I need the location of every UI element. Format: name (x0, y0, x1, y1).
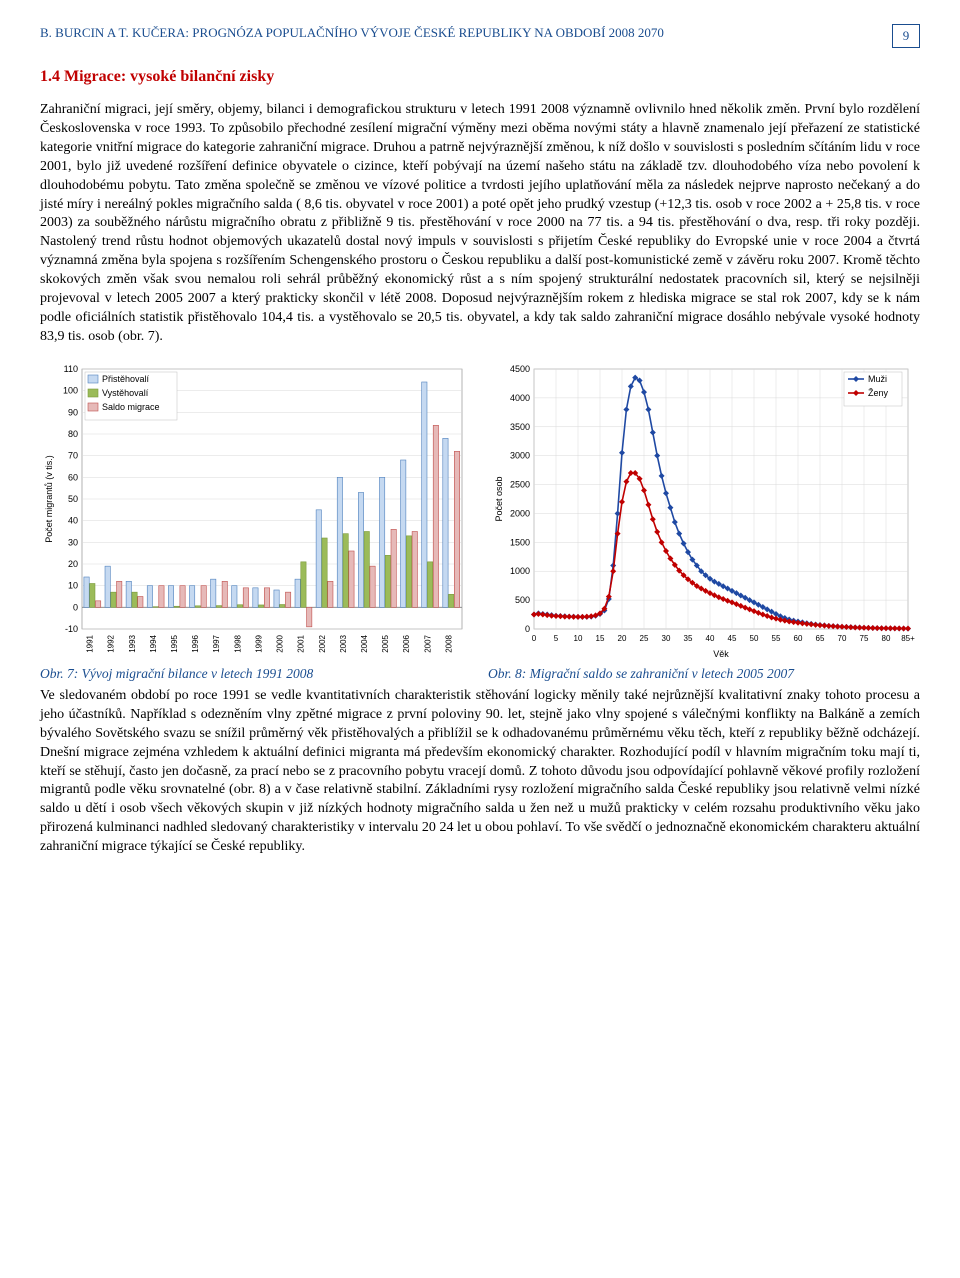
svg-text:1500: 1500 (510, 537, 530, 547)
chart7-panel: -10 0 10 20 30 40 50 60 70 80 90 100 110 1991 1992 1993… (40, 361, 472, 683)
svg-text:1998: 1998 (233, 634, 242, 652)
svg-text:2002: 2002 (318, 634, 327, 652)
svg-text:2004: 2004 (360, 634, 369, 652)
chart7-svg: -10 0 10 20 30 40 50 60 70 80 90 100 110 1991 1992 1993… (40, 361, 470, 661)
svg-text:100: 100 (63, 385, 78, 395)
svg-text:2000: 2000 (276, 634, 285, 652)
svg-text:3000: 3000 (510, 450, 530, 460)
svg-text:0: 0 (525, 624, 530, 634)
running-title: B. BURCIN A T. KUČERA: PROGNÓZA POPULAČN… (40, 24, 664, 42)
chart8-svg: 0 500 1000 1500 2000 2500 3000 3500 4000 4500 0 5 10… (488, 361, 918, 661)
svg-text:1000: 1000 (510, 566, 530, 576)
charts-row: -100102030405060708090100110199119921993… (40, 361, 920, 683)
chart8-panel: 0 500 1000 1500 2000 2500 3000 3500 4000 4500 0 5 10… (488, 361, 920, 683)
svg-text:Počet migrantů (v tis.): Počet migrantů (v tis.) (44, 455, 54, 543)
svg-text:70: 70 (68, 450, 78, 460)
svg-text:2006: 2006 (402, 634, 411, 652)
svg-text:80: 80 (882, 634, 891, 643)
svg-text:Ženy: Ženy (868, 388, 889, 398)
svg-text:2005: 2005 (381, 634, 390, 652)
svg-text:Přistěhovalí: Přistěhovalí (102, 374, 150, 384)
svg-text:40: 40 (68, 515, 78, 525)
svg-text:1999: 1999 (254, 634, 263, 652)
svg-text:50: 50 (750, 634, 759, 643)
svg-text:1993: 1993 (128, 634, 137, 652)
svg-text:Vystěhovalí: Vystěhovalí (102, 388, 149, 398)
svg-text:30: 30 (662, 634, 671, 643)
svg-text:1997: 1997 (212, 634, 221, 652)
chart8-caption: Obr. 8: Migrační saldo se zahraniční v l… (488, 665, 920, 683)
svg-text:2003: 2003 (339, 634, 348, 652)
svg-text:500: 500 (515, 595, 530, 605)
svg-text:0: 0 (532, 634, 537, 643)
svg-text:2000: 2000 (510, 508, 530, 518)
svg-text:110: 110 (64, 364, 78, 374)
svg-text:1994: 1994 (149, 634, 158, 652)
svg-text:10: 10 (574, 634, 583, 643)
svg-text:55: 55 (772, 634, 781, 643)
svg-text:60: 60 (68, 472, 78, 482)
svg-text:25: 25 (640, 634, 649, 643)
svg-text:45: 45 (728, 634, 737, 643)
svg-text:Věk: Věk (713, 649, 729, 659)
svg-text:40: 40 (706, 634, 715, 643)
svg-text:-10: -10 (65, 624, 78, 634)
svg-text:60: 60 (794, 634, 803, 643)
svg-text:3500: 3500 (510, 421, 530, 431)
svg-text:85+: 85+ (901, 634, 915, 643)
svg-text:0: 0 (73, 602, 78, 612)
svg-text:90: 90 (68, 407, 78, 417)
svg-text:15: 15 (596, 634, 605, 643)
svg-text:80: 80 (68, 429, 78, 439)
svg-text:10: 10 (68, 580, 78, 590)
svg-text:65: 65 (816, 634, 825, 643)
svg-text:1996: 1996 (191, 634, 200, 652)
svg-text:75: 75 (860, 634, 869, 643)
svg-text:Muži: Muži (868, 374, 887, 384)
section-title: 1.4 Migrace: vysoké bilanční zisky (40, 66, 920, 88)
svg-text:Saldo migrace: Saldo migrace (102, 402, 160, 412)
svg-text:1992: 1992 (107, 634, 116, 652)
svg-text:30: 30 (68, 537, 78, 547)
page-number: 9 (892, 24, 920, 48)
svg-text:4500: 4500 (510, 364, 530, 374)
svg-text:35: 35 (684, 634, 693, 643)
svg-text:1995: 1995 (170, 634, 179, 652)
svg-text:2500: 2500 (510, 479, 530, 489)
svg-text:2001: 2001 (297, 634, 306, 652)
paragraph-1: Zahraniční migraci, její směry, objemy, … (40, 101, 920, 347)
svg-text:70: 70 (838, 634, 847, 643)
svg-text:20: 20 (618, 634, 627, 643)
paragraph-2: Ve sledovaném období po roce 1991 se ved… (40, 687, 920, 857)
svg-text:50: 50 (68, 494, 78, 504)
svg-text:2008: 2008 (444, 634, 453, 652)
svg-text:1991: 1991 (86, 634, 95, 652)
svg-text:20: 20 (68, 559, 78, 569)
running-header: B. BURCIN A T. KUČERA: PROGNÓZA POPULAČN… (40, 24, 920, 48)
svg-text:Počet osob: Počet osob (494, 476, 504, 521)
chart7-caption: Obr. 7: Vývoj migrační bilance v letech … (40, 665, 472, 683)
svg-text:2007: 2007 (423, 634, 432, 652)
svg-text:5: 5 (554, 634, 559, 643)
svg-text:4000: 4000 (510, 393, 530, 403)
